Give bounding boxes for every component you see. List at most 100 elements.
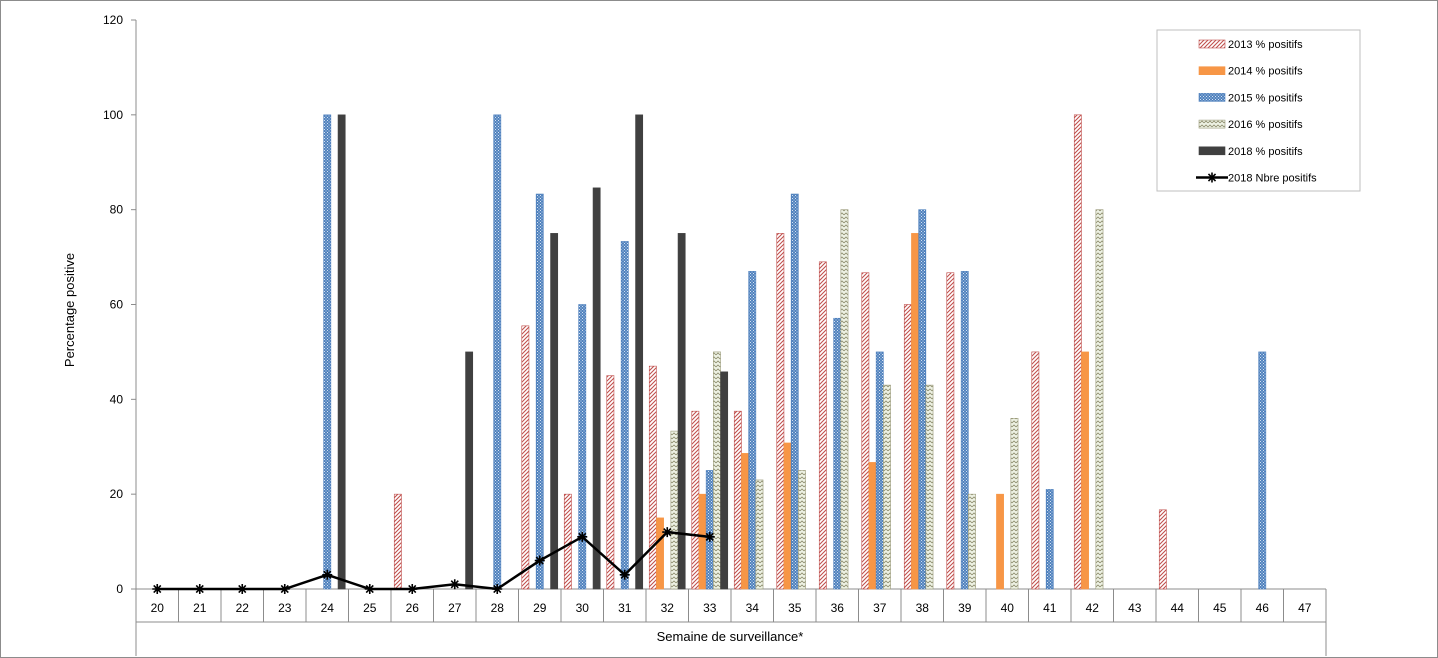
bar-2018-positifs: [635, 114, 644, 590]
line-point-marker: [449, 579, 460, 590]
bar-2013-positifs: [733, 410, 742, 590]
x-tick-label: 25: [363, 601, 377, 615]
x-tick-label: 43: [1128, 601, 1142, 615]
line-point-marker: [194, 584, 205, 594]
bar-2015-positifs: [1045, 489, 1054, 590]
x-tick-label: 32: [661, 601, 675, 615]
line-point-marker: [577, 531, 588, 542]
x-tick-label: 26: [406, 601, 420, 615]
legend-label: 2018 Nbre positifs: [1228, 173, 1317, 185]
line-point-marker: [237, 584, 248, 594]
bar-2015-positifs: [918, 209, 927, 590]
line-point-marker: [152, 584, 163, 594]
bar-2018-positifs: [592, 187, 601, 590]
bar-2016-positifs: [670, 430, 679, 590]
line-point-marker: [662, 527, 673, 538]
y-tick-labels: 0 20 40 60 80 100 120: [103, 13, 136, 596]
line-point-marker: [279, 584, 290, 594]
bar-2018-positifs: [677, 233, 686, 590]
bar-2015-positifs: [705, 470, 714, 590]
x-tick-label: 45: [1213, 601, 1227, 615]
x-tick-label: 31: [618, 601, 632, 615]
bar-2016-positifs: [925, 384, 934, 590]
x-tick-label: 39: [958, 601, 972, 615]
bar-2015-positifs: [620, 241, 629, 590]
x-tick-label: 22: [236, 601, 250, 615]
bar-2013-positifs: [946, 272, 955, 590]
bar-2014-positifs: [656, 517, 664, 590]
y-tick-label: 40: [110, 392, 124, 406]
bar-2015-positifs: [493, 114, 502, 590]
x-tick-label: 20: [151, 601, 165, 615]
y-tick-label: 100: [103, 108, 123, 122]
y-axis-label: Percentage positive: [62, 253, 77, 367]
bar-2013-positifs: [776, 233, 785, 590]
line-point-marker: [534, 555, 545, 566]
x-tick-label: 36: [831, 601, 845, 615]
bar-2018-positifs: [337, 114, 346, 590]
bar-2013-positifs: [648, 365, 657, 590]
x-tick-label: 47: [1298, 601, 1312, 615]
x-tick-label: 34: [746, 601, 760, 615]
x-tick-label: 40: [1001, 601, 1015, 615]
y-tick-label: 80: [110, 203, 124, 217]
x-tick-label: 28: [491, 601, 505, 615]
bar-2015-positifs: [790, 193, 799, 590]
bar-2013-positifs: [691, 410, 700, 590]
x-tick-label: 33: [703, 601, 717, 615]
x-tick-label: 24: [321, 601, 335, 615]
bar-2013-positifs: [606, 375, 615, 590]
bar-2015-positifs: [875, 351, 884, 590]
bar-2016-positifs: [755, 479, 764, 590]
bar-2013-positifs: [903, 304, 912, 590]
line-series: [152, 527, 715, 594]
bars: [323, 114, 1267, 590]
bar-2018-positifs: [720, 371, 729, 590]
x-tick-label: 21: [193, 601, 207, 615]
legend-swatch: [1198, 39, 1226, 49]
line-point-marker: [704, 531, 715, 542]
bar-2013-positifs: [818, 261, 827, 590]
bar-2016-positifs: [840, 209, 849, 590]
legend-swatch: [1198, 146, 1226, 156]
legend-item: 2018 % positifs: [1198, 146, 1303, 158]
bar-2015-positifs: [323, 114, 332, 590]
x-tick-label: 44: [1171, 601, 1185, 615]
x-tick-label: 35: [788, 601, 802, 615]
bar-2015-positifs: [748, 271, 757, 590]
bar-2014-positifs: [1081, 351, 1089, 590]
y-tick-label: 120: [103, 13, 123, 27]
bar-2014-positifs: [911, 233, 919, 590]
x-axis-label: Semaine de surveillance*: [657, 629, 804, 644]
bar-2015-positifs: [1258, 351, 1267, 590]
y-tick-label: 0: [116, 582, 123, 596]
bar-2016-positifs: [1010, 417, 1019, 590]
legend: 2013 % positifs 2014 % positifs 2015 % pos…: [1156, 29, 1361, 192]
x-tick-label: 23: [278, 601, 292, 615]
line-2018-nbre-positifs: [157, 530, 710, 591]
bar-2014-positifs: [698, 493, 707, 590]
legend-swatch: [1198, 66, 1226, 75]
line-point-marker: [619, 569, 630, 580]
x-tick-label: 42: [1086, 601, 1100, 615]
bar-2018-positifs: [550, 233, 559, 590]
bar-2013-positifs: [861, 272, 870, 590]
bar-2013-positifs: [393, 493, 402, 590]
legend-label: 2018 % positifs: [1228, 146, 1303, 158]
bar-2013-positifs: [1073, 114, 1082, 590]
bar-2015-positifs: [535, 193, 544, 590]
x-tick-label: 29: [533, 601, 547, 615]
bar-2016-positifs: [713, 351, 721, 590]
legend-item: 2018 Nbre positifs: [1196, 172, 1317, 185]
legend-label: 2013 % positifs: [1228, 39, 1303, 51]
legend-label: 2014 % positifs: [1228, 66, 1303, 78]
y-tick-label: 60: [110, 298, 124, 312]
legend-swatch: [1198, 119, 1226, 129]
legend-item: 2013 % positifs: [1198, 39, 1303, 51]
legend-item: 2016 % positifs: [1198, 119, 1303, 131]
x-tick-label: 38: [916, 601, 930, 615]
x-tick-label: 37: [873, 601, 887, 615]
x-tick-label: 46: [1256, 601, 1270, 615]
bar-2016-positifs: [883, 384, 891, 590]
